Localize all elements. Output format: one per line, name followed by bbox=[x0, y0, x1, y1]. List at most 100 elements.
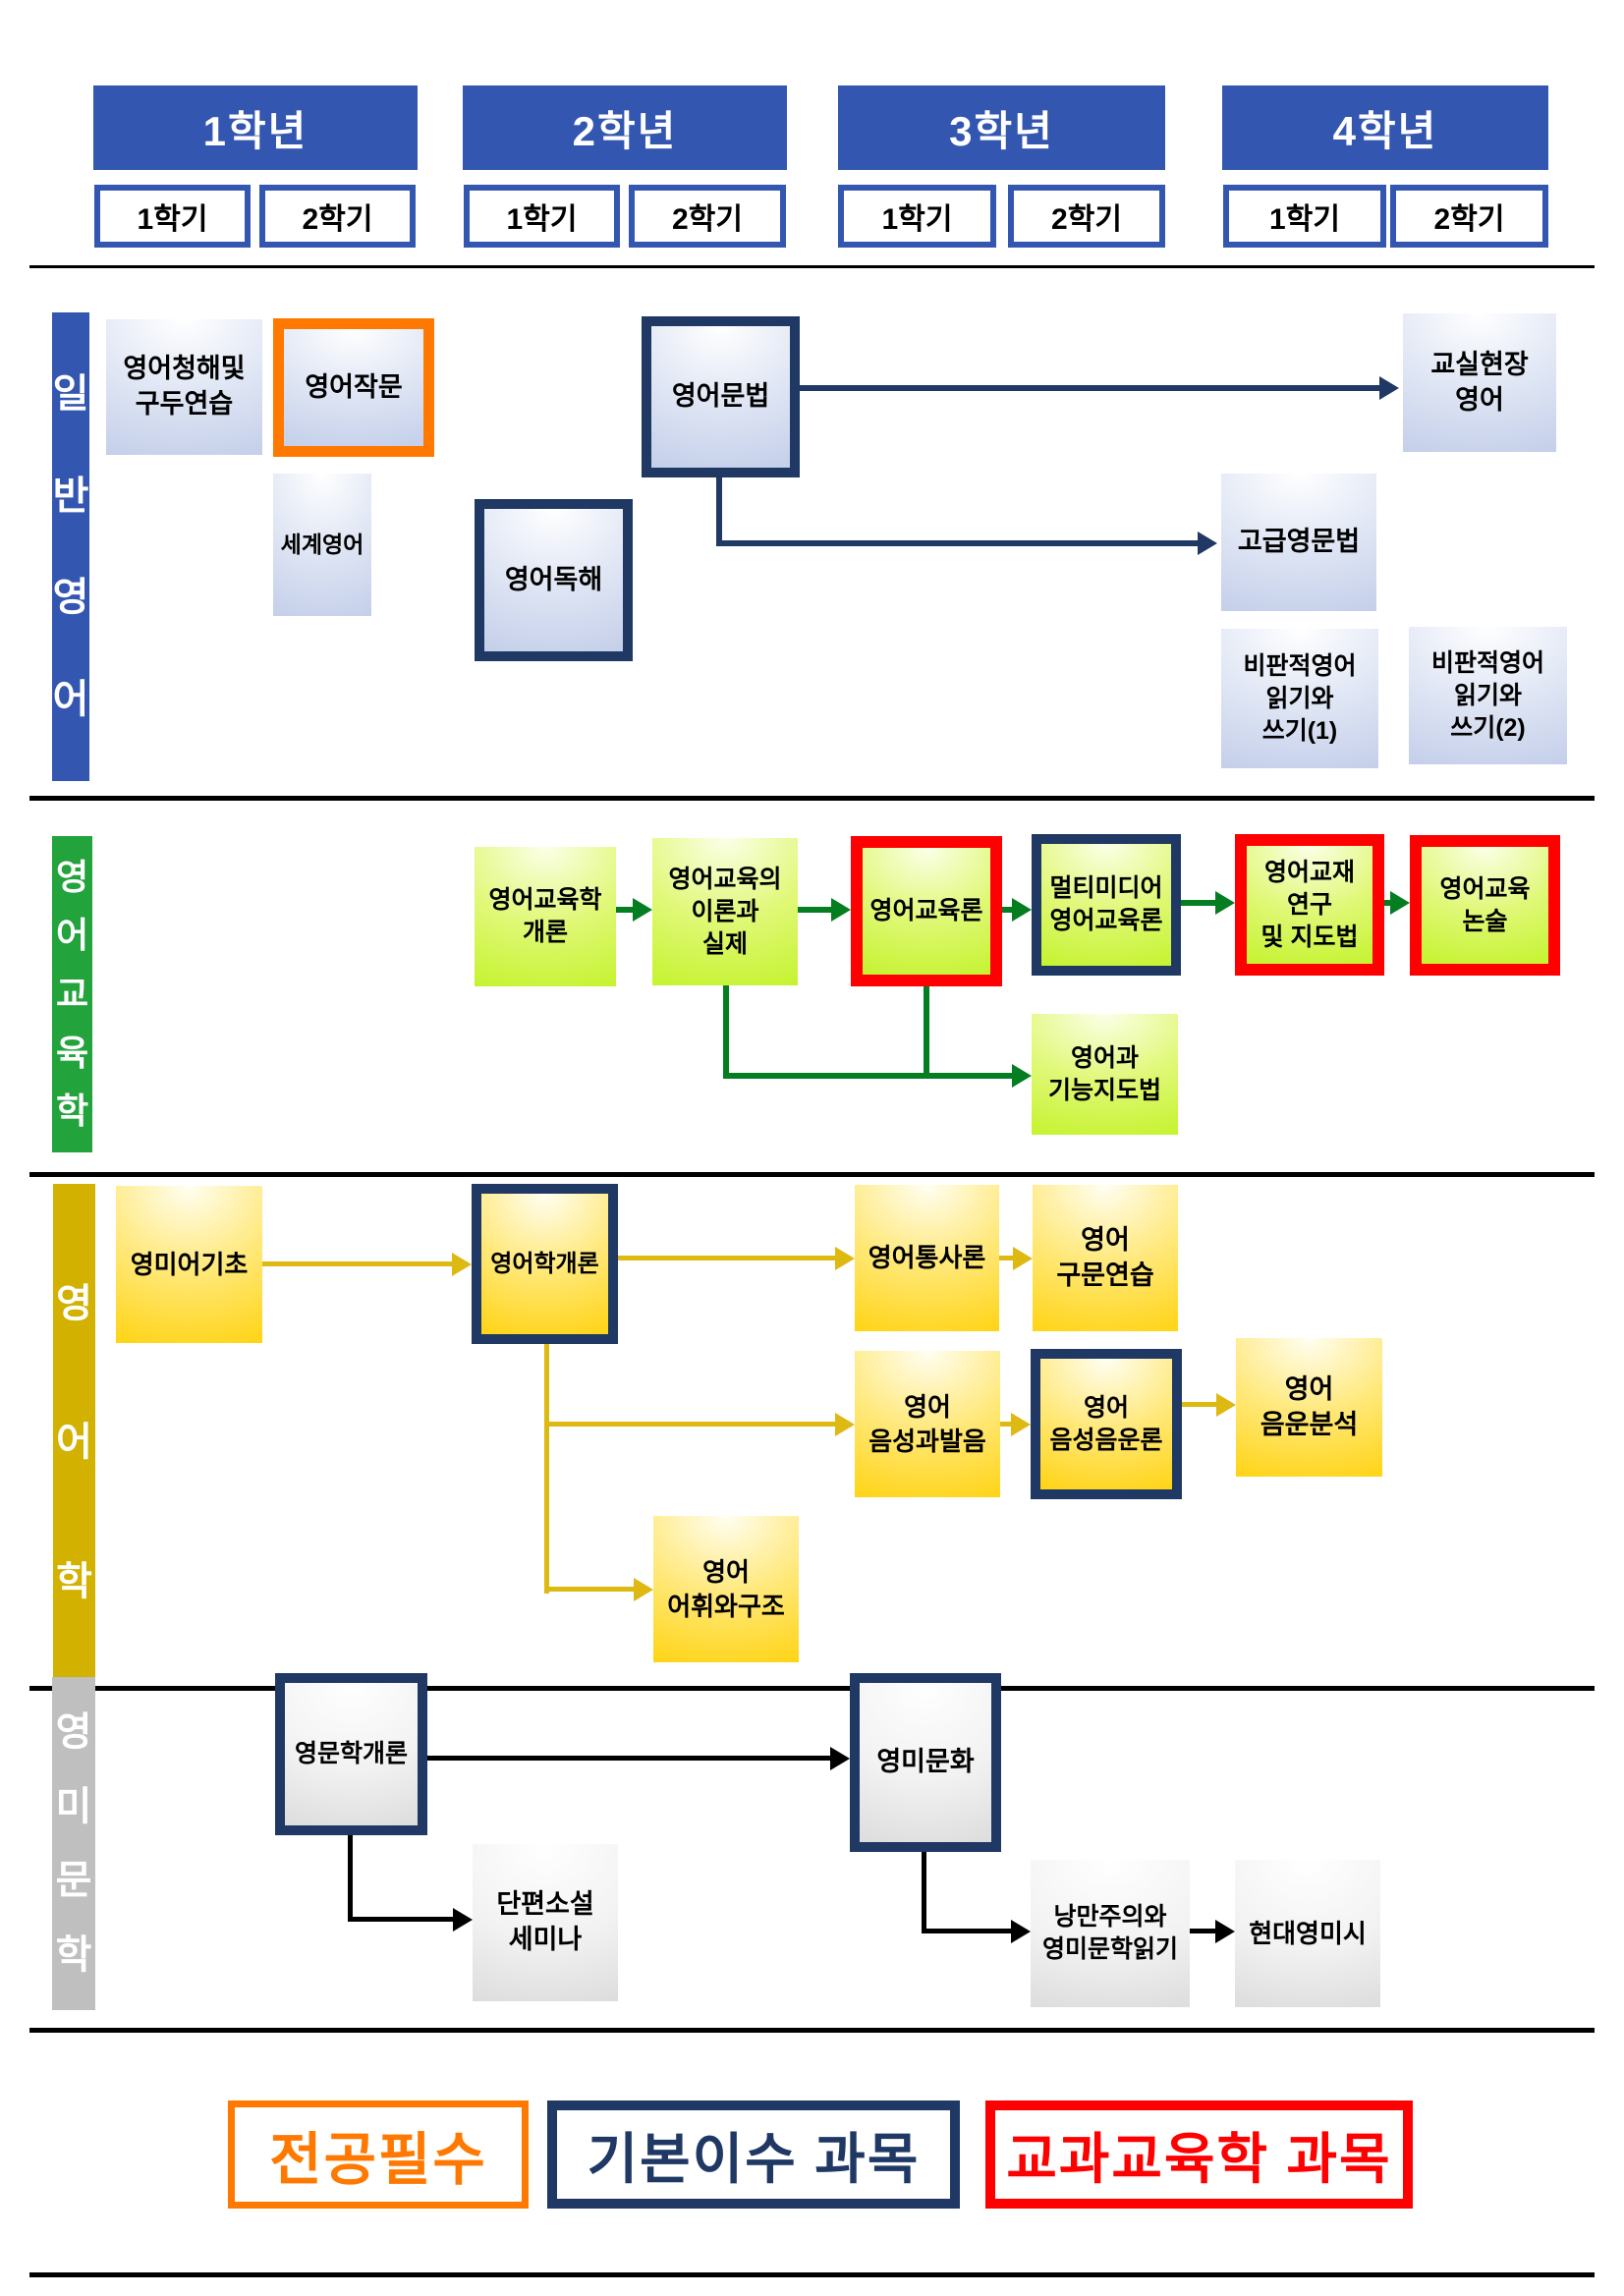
sidebar-char: 미 bbox=[55, 1784, 92, 1828]
connector-line bbox=[716, 477, 722, 543]
course-basic-english: 영미어기초 bbox=[116, 1186, 262, 1343]
sidebar-char: 영 bbox=[55, 856, 89, 897]
arrowhead bbox=[1198, 532, 1217, 555]
course-short-story-seminar: 단편소설 세미나 bbox=[473, 1844, 618, 2001]
course-english-syntax: 영어통사론 bbox=[855, 1185, 999, 1331]
course-phonetics-pronunciation: 영어 음성과발음 bbox=[855, 1351, 1000, 1497]
semester-box: 1학기 bbox=[838, 185, 996, 248]
course-romanticism-reading: 낭만주의와 영미문학읽기 bbox=[1031, 1860, 1190, 2007]
connector-line bbox=[922, 1929, 1011, 1933]
sidebar-char: 반 bbox=[52, 474, 89, 518]
arrowhead bbox=[1012, 898, 1032, 922]
course-english-writing: 영어작문 bbox=[273, 318, 434, 457]
connector-line bbox=[616, 907, 633, 913]
connector-line bbox=[1000, 1422, 1011, 1427]
connector-line bbox=[544, 1587, 634, 1592]
semester-box: 2학기 bbox=[629, 185, 786, 248]
course-british-american-culture: 영미문화 bbox=[850, 1673, 1001, 1852]
section-divider bbox=[29, 2028, 1595, 2033]
connector-line bbox=[999, 1256, 1013, 1260]
section-divider bbox=[29, 1686, 1595, 1691]
sidebar-char: 일 bbox=[52, 372, 89, 417]
connector-line bbox=[427, 1756, 830, 1761]
course-world-english: 세계영어 bbox=[273, 474, 371, 616]
arrowhead bbox=[1215, 1919, 1235, 1943]
course-advanced-english-grammar: 고급영문법 bbox=[1221, 474, 1376, 611]
legend-required-major: 전공필수 bbox=[228, 2100, 529, 2209]
connector-line bbox=[800, 385, 1379, 391]
course-english-grammar: 영어문법 bbox=[642, 316, 800, 477]
sidebar-char: 학 bbox=[56, 1559, 92, 1603]
course-elt-materials: 영어교재 연구 및 지도법 bbox=[1235, 834, 1384, 976]
course-phonological-analysis: 영어 음운분석 bbox=[1236, 1338, 1382, 1477]
legend-pedagogy-subject: 교과교육학 과목 bbox=[985, 2100, 1413, 2209]
section-divider bbox=[29, 265, 1595, 268]
sidebar-char: 학 bbox=[55, 1091, 89, 1132]
section-divider bbox=[29, 1172, 1595, 1177]
arrowhead bbox=[1390, 891, 1410, 915]
section-divider bbox=[29, 2272, 1595, 2277]
course-phonetics-phonology: 영어 음성음운론 bbox=[1031, 1349, 1182, 1499]
arrowhead bbox=[1215, 891, 1235, 915]
sidebar-char: 영 bbox=[55, 1709, 92, 1754]
sidebar-char: 영 bbox=[56, 1281, 92, 1325]
year-header: 4학년 bbox=[1222, 85, 1548, 170]
sidebar-char: 어 bbox=[52, 677, 89, 721]
connector-line bbox=[922, 1852, 926, 1933]
connector-line bbox=[723, 1073, 1012, 1079]
arrowhead bbox=[1013, 1246, 1033, 1270]
connector-line bbox=[1002, 907, 1012, 913]
arrowhead bbox=[1379, 376, 1399, 400]
semester-box: 1학기 bbox=[1223, 185, 1386, 248]
arrowhead bbox=[633, 898, 652, 922]
course-elt-essay: 영어교육 논술 bbox=[1410, 835, 1560, 976]
course-english-reading: 영어독해 bbox=[475, 499, 633, 661]
course-elt-methodology: 영어교육론 bbox=[851, 836, 1002, 986]
arrowhead bbox=[835, 1246, 855, 1270]
arrowhead bbox=[835, 1412, 855, 1436]
arrowhead bbox=[1012, 1064, 1032, 1088]
semester-box: 2학기 bbox=[1008, 185, 1165, 248]
arrowhead bbox=[453, 1907, 473, 1932]
arrowhead bbox=[830, 1746, 850, 1770]
semester-box: 2학기 bbox=[1390, 185, 1548, 248]
connector-line bbox=[1190, 1929, 1215, 1933]
connector-line bbox=[1181, 900, 1215, 906]
connector-line bbox=[348, 1917, 453, 1922]
course-english-lit-intro: 영문학개론 bbox=[275, 1673, 427, 1835]
connector-line bbox=[544, 1344, 549, 1594]
year-header: 3학년 bbox=[838, 85, 1165, 170]
connector-line bbox=[723, 985, 729, 1076]
section-divider bbox=[29, 796, 1595, 801]
connector-line bbox=[1384, 900, 1390, 906]
arrowhead bbox=[1011, 1412, 1031, 1436]
connector-line bbox=[924, 986, 929, 1076]
course-modern-poetry: 현대영미시 bbox=[1235, 1860, 1380, 2007]
legend-basic-certification: 기본이수 과목 bbox=[547, 2100, 960, 2209]
course-elt-intro: 영어교육학 개론 bbox=[475, 847, 616, 986]
connector-line bbox=[544, 1422, 835, 1427]
sidebar-char: 어 bbox=[56, 1421, 92, 1464]
semester-box: 2학기 bbox=[259, 185, 416, 248]
year-header: 2학년 bbox=[463, 85, 787, 170]
sidebar-char: 어 bbox=[55, 915, 89, 956]
connector-line bbox=[618, 1256, 835, 1260]
connector-line bbox=[262, 1261, 452, 1266]
semester-box: 1학기 bbox=[464, 185, 620, 248]
course-english-skills-teaching: 영어과 기능지도법 bbox=[1032, 1014, 1178, 1135]
arrowhead bbox=[1216, 1392, 1236, 1417]
arrowhead bbox=[634, 1577, 653, 1601]
sidebar-char: 학 bbox=[55, 1933, 92, 1978]
course-elt-theory-practice: 영어교육의 이론과 실제 bbox=[652, 838, 798, 985]
course-critical-english-rw2: 비판적영어 읽기와 쓰기(2) bbox=[1409, 627, 1567, 764]
course-structure-practice: 영어 구문연습 bbox=[1033, 1185, 1178, 1331]
connector-line bbox=[348, 1835, 353, 1922]
sidebar-char: 교 bbox=[55, 973, 89, 1014]
course-multimedia-elt: 멀티미디어 영어교육론 bbox=[1032, 834, 1181, 976]
connector-line bbox=[1182, 1402, 1216, 1407]
semester-box: 1학기 bbox=[94, 185, 251, 248]
